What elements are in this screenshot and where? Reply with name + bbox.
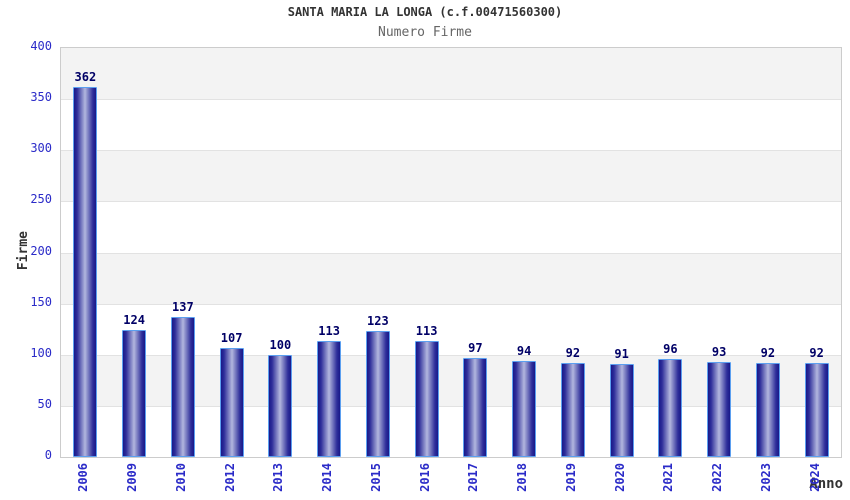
bar	[560, 362, 585, 457]
x-tick-label: 2023	[758, 463, 773, 492]
bar	[122, 330, 147, 457]
x-tick-label: 2021	[661, 463, 676, 492]
y-tick-label: 250	[30, 192, 52, 207]
x-tick-label: 2014	[320, 463, 335, 492]
gridline	[61, 99, 841, 100]
x-tick-label: 2019	[563, 463, 578, 492]
bar	[512, 360, 537, 457]
y-tick-label: 200	[30, 243, 52, 258]
chart-title: SANTA MARIA LA LONGA (c.f.00471560300)	[287, 5, 563, 19]
x-tick-label: 2013	[271, 463, 286, 492]
bar-value-label: 96	[663, 341, 678, 356]
plot-band	[61, 48, 841, 100]
bar	[170, 316, 195, 457]
bar-value-label: 92	[565, 345, 581, 360]
x-tick-label: 2022	[710, 463, 725, 492]
x-tick-label: 2006	[76, 463, 91, 492]
x-tick-label: 2012	[222, 463, 237, 492]
bar-value-label: 107	[220, 330, 243, 345]
bar-value-label: 97	[468, 340, 483, 355]
y-tick-label: 100	[30, 345, 52, 360]
bar-value-label: 94	[516, 343, 532, 358]
gridline	[61, 355, 841, 356]
bar	[317, 341, 342, 457]
bar-value-label: 113	[415, 324, 438, 339]
bar	[609, 363, 634, 457]
gridline	[61, 406, 841, 407]
x-tick-label: 2018	[515, 463, 530, 492]
y-tick-label: 0	[44, 448, 52, 462]
bar	[755, 362, 780, 457]
x-tick-label: 2015	[368, 463, 383, 492]
x-tick-label: 2010	[173, 463, 188, 492]
gridline	[61, 150, 841, 151]
bar-value-label: 123	[367, 314, 389, 329]
bar	[414, 341, 439, 457]
plot-band	[61, 150, 841, 202]
bar	[73, 86, 98, 457]
y-tick-label: 400	[30, 39, 52, 53]
x-tick-label: 2024	[807, 463, 822, 492]
bar	[658, 358, 683, 457]
bar	[463, 357, 488, 457]
gridline	[61, 201, 841, 202]
y-tick-label: 350	[30, 90, 52, 105]
bar-value-label: 362	[74, 69, 97, 84]
chart-subtitle: Numero Firme	[378, 25, 472, 40]
bar-value-label: 124	[123, 313, 145, 328]
bar-value-label: 91	[614, 346, 629, 361]
bar	[365, 331, 390, 457]
plot-band	[61, 252, 841, 304]
bar-value-label: 137	[172, 299, 194, 314]
bar-value-label: 100	[269, 337, 292, 352]
x-tick-label: 2009	[125, 463, 140, 492]
bar-value-label: 92	[809, 345, 824, 360]
bar-value-label: 93	[711, 344, 727, 359]
bar-value-label: 92	[760, 345, 776, 360]
y-tick-label: 300	[30, 141, 52, 156]
x-axis-title: Anno	[809, 476, 843, 492]
bar	[804, 362, 829, 457]
x-tick-label: 2016	[417, 463, 432, 492]
x-tick-label: 2020	[612, 463, 627, 492]
x-tick-label: 2017	[466, 463, 481, 492]
plot-area: 362 124 137 107 100 113 123 113 97 94 92 91 96 93 92 92	[60, 47, 842, 458]
y-tick-label: 150	[30, 294, 52, 309]
gridline	[61, 304, 841, 305]
bar	[219, 347, 244, 457]
bar	[707, 361, 732, 457]
bar	[268, 354, 293, 457]
bar-value-label: 113	[318, 324, 340, 339]
gridline	[61, 253, 841, 254]
y-tick-label: 50	[37, 396, 52, 411]
